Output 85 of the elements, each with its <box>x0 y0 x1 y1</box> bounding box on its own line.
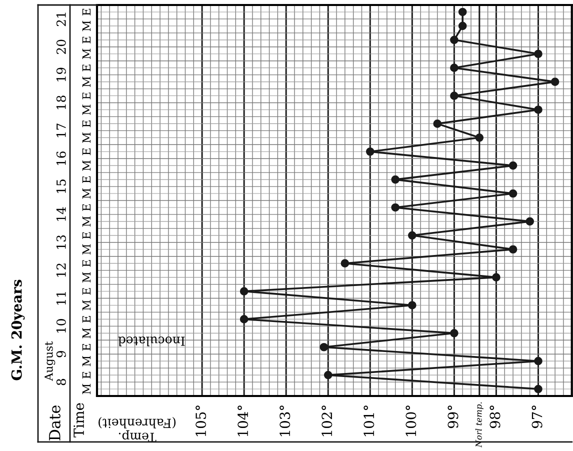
x-tick-label: 102° <box>322 406 332 436</box>
point <box>450 328 458 338</box>
x-tick-label: 104° <box>238 406 248 436</box>
y-tick-label: E <box>82 92 91 100</box>
point <box>550 78 560 86</box>
y-tick-label: M <box>82 132 91 143</box>
y-tick-label: M <box>82 188 91 199</box>
x-tick-label: 100° <box>406 406 416 436</box>
point <box>324 370 332 380</box>
point <box>492 273 500 282</box>
point <box>508 189 518 198</box>
point <box>450 64 458 72</box>
point <box>534 384 542 394</box>
y-tick-label: M <box>82 20 91 32</box>
point <box>340 259 350 268</box>
x-tick-label: 103° <box>280 406 290 436</box>
y-tick-label: M <box>82 356 91 366</box>
text: 18 <box>56 96 66 110</box>
point <box>534 106 542 114</box>
text: 13 <box>56 235 66 249</box>
point <box>534 356 542 366</box>
text: 10 <box>56 319 66 333</box>
y-tick-label: M <box>82 244 91 255</box>
text: August <box>44 341 56 381</box>
y-tick-label: E <box>82 204 91 211</box>
x-axis-title: Temp. (Fahrenheit) <box>98 416 176 442</box>
point <box>391 203 400 212</box>
point <box>433 120 442 128</box>
point <box>526 217 534 226</box>
text: 12 <box>56 264 66 277</box>
y-tick-label: E <box>82 36 91 44</box>
y-tick-label: M <box>82 160 91 171</box>
x-tick-label: 101° <box>364 406 374 436</box>
y-tick-label: E <box>82 372 91 378</box>
x-tick-label: 98° <box>490 406 500 428</box>
text: 16 <box>56 151 66 166</box>
point <box>408 231 416 240</box>
y-tick-label: E <box>82 344 91 351</box>
text: Time <box>74 403 84 438</box>
y-tick-label: E <box>82 260 91 267</box>
annotation: Inoculated <box>118 336 185 346</box>
y-tick-label: E <box>82 8 91 16</box>
point <box>391 175 400 184</box>
y-tick-label: E <box>82 148 91 156</box>
y-tick-label: M <box>82 272 91 282</box>
y-tick-label: E <box>82 120 91 128</box>
point <box>450 36 458 44</box>
y-tick-label: E <box>82 316 91 323</box>
point <box>240 287 248 296</box>
text: 17 <box>56 124 66 138</box>
point <box>450 92 458 100</box>
point <box>508 245 518 254</box>
point <box>534 50 542 58</box>
y-tick-label: E <box>82 176 91 183</box>
x-tick-label: 97° <box>532 406 542 428</box>
point <box>475 133 484 142</box>
y-tick-label: E <box>82 288 91 295</box>
text: 11 <box>56 292 66 305</box>
text: 14 <box>56 207 66 221</box>
point <box>366 147 374 156</box>
point <box>458 22 467 30</box>
y-tick-label: M <box>82 328 91 338</box>
text: 15 <box>56 180 66 193</box>
point <box>320 342 328 352</box>
text: 19 <box>56 68 66 82</box>
y-tick-label: M <box>82 76 91 87</box>
point <box>408 301 416 310</box>
y-tick-label: M <box>82 300 91 310</box>
y-tick-label: M <box>82 104 91 115</box>
y-tick-label: M <box>82 384 91 394</box>
text: 21 <box>56 12 66 26</box>
y-tick-label: E <box>82 232 91 239</box>
text: G.M. 20years <box>11 280 25 380</box>
point <box>508 161 518 170</box>
point <box>240 315 248 324</box>
y-tick-label: M <box>82 48 91 60</box>
x-tick-label: 105° <box>196 406 206 436</box>
text: Date <box>49 405 60 440</box>
y-tick-label: M <box>82 216 91 227</box>
point <box>458 8 467 16</box>
x-tick-label: 99° <box>448 406 458 428</box>
text: 8 <box>56 378 66 386</box>
y-tick-label: E <box>82 64 91 72</box>
text: 9 <box>56 350 66 358</box>
text: 20 <box>56 40 66 54</box>
